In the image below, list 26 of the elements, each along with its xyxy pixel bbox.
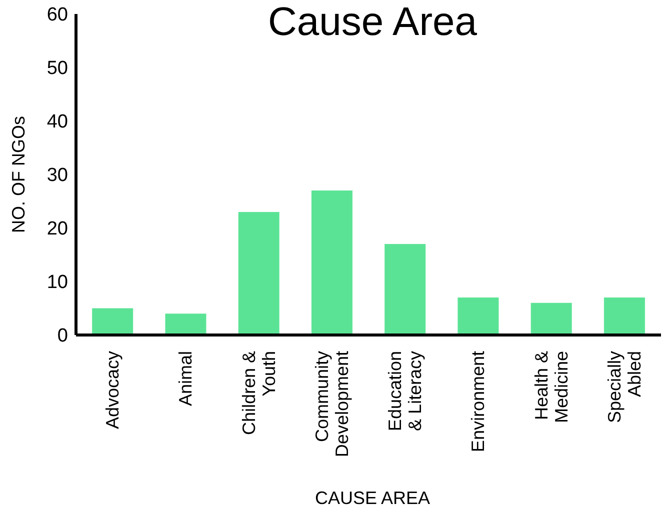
bar [311, 190, 352, 335]
bar [384, 244, 426, 335]
y-tick-label: 40 [46, 112, 68, 133]
bar [530, 302, 572, 335]
x-axis-title: CAUSE AREA [314, 488, 432, 509]
x-tick-label: Health & Medicine [531, 351, 572, 424]
x-tick-label: Environment [468, 351, 488, 452]
x-tick-label: Animal [176, 351, 196, 406]
y-axis-title: NO. OF NGOs [8, 116, 28, 233]
bar [238, 212, 280, 335]
bar [604, 298, 645, 335]
y-tick-label: 60 [46, 4, 68, 26]
x-tick-label: Children & Youth [238, 351, 279, 436]
bar [458, 298, 499, 335]
x-tick-label: Advocacy [102, 351, 123, 430]
y-tick-label: 20 [46, 218, 68, 240]
x-tick-label: Specially Abled [604, 351, 644, 424]
y-tick-label: 10 [46, 272, 68, 294]
chart-title: Cause Area [266, 0, 478, 44]
y-tick-label: 30 [46, 165, 68, 186]
x-tick-label: Community Development [312, 351, 352, 458]
y-tick-label: 0 [57, 326, 68, 347]
x-tick-label: Education & Literacy [385, 351, 426, 432]
bar [165, 314, 206, 335]
bar [92, 308, 134, 335]
y-tick-label: 50 [46, 58, 68, 80]
